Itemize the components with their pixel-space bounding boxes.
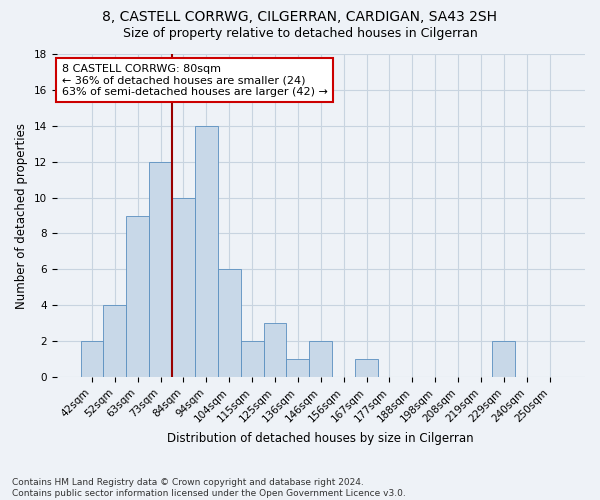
Text: 8 CASTELL CORRWG: 80sqm
← 36% of detached houses are smaller (24)
63% of semi-de: 8 CASTELL CORRWG: 80sqm ← 36% of detache… [62,64,328,97]
Bar [127,216,149,377]
Bar [80,341,103,377]
Bar [241,341,263,377]
Y-axis label: Number of detached properties: Number of detached properties [15,122,28,308]
Bar [263,323,286,377]
Bar [149,162,172,377]
Bar [218,270,241,377]
X-axis label: Distribution of detached houses by size in Cilgerran: Distribution of detached houses by size … [167,432,474,445]
Bar [310,341,332,377]
Bar [103,306,127,377]
Bar [355,359,378,377]
Bar [286,359,310,377]
Bar [493,341,515,377]
Text: Size of property relative to detached houses in Cilgerran: Size of property relative to detached ho… [122,28,478,40]
Text: Contains HM Land Registry data © Crown copyright and database right 2024.
Contai: Contains HM Land Registry data © Crown c… [12,478,406,498]
Bar [172,198,195,377]
Text: 8, CASTELL CORRWG, CILGERRAN, CARDIGAN, SA43 2SH: 8, CASTELL CORRWG, CILGERRAN, CARDIGAN, … [103,10,497,24]
Bar [195,126,218,377]
